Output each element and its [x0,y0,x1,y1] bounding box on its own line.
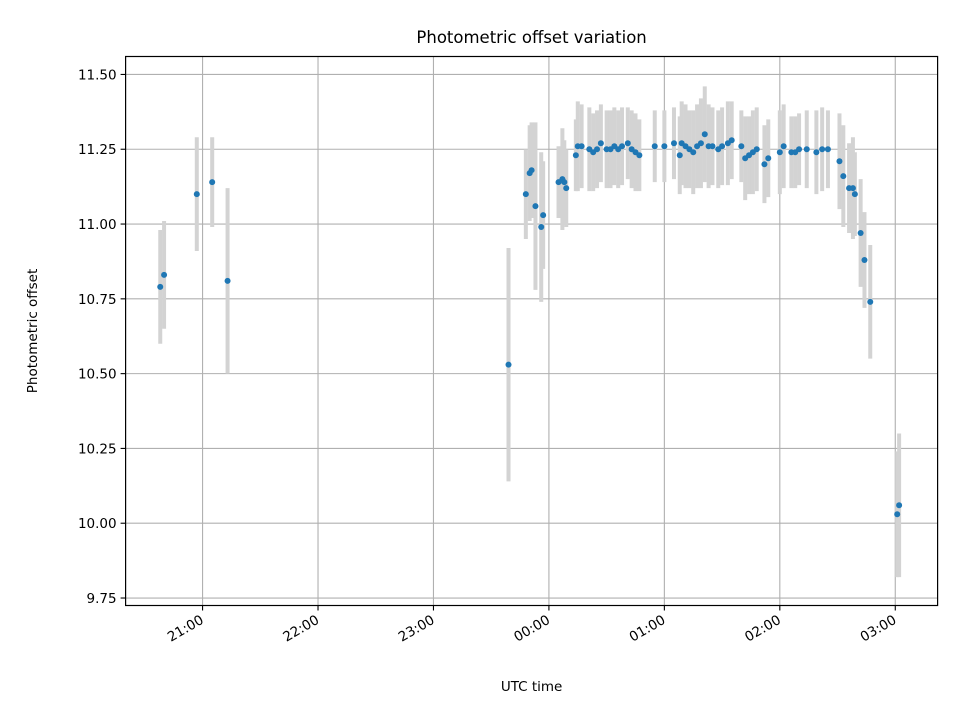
data-point [624,140,631,147]
data-point [561,179,568,186]
data-point [522,191,529,198]
y-tick-label: 10.50 [78,367,117,383]
data-point [776,149,783,156]
data-point [836,158,843,165]
y-axis-label: Photometric offset [25,269,41,393]
data-point [803,146,810,153]
data-point [532,203,539,210]
data-point [661,143,668,150]
data-point [861,256,868,263]
data-point [670,140,677,147]
data-point [840,173,847,180]
data-point [761,161,768,168]
data-point [161,271,168,278]
data-point [867,298,874,305]
y-tick-label: 11.00 [78,217,117,233]
y-tick-label: 10.75 [78,292,117,308]
data-point [780,143,787,150]
y-tick-label: 10.25 [78,441,117,457]
data-point [728,137,735,144]
data-point [813,149,820,156]
data-point [719,143,726,150]
data-point [676,152,683,159]
data-point [528,167,535,174]
data-point [697,140,704,147]
data-point [753,146,760,153]
data-point [796,146,803,153]
data-point [851,191,858,198]
data-point [224,277,231,284]
grid [125,56,938,606]
data-point [701,131,708,138]
data-point [857,230,864,237]
y-tick-label: 10.00 [78,516,117,532]
data-point [738,143,745,150]
data-point [563,185,570,192]
data-point [157,283,164,290]
data-point [894,511,901,518]
chart-title: Photometric offset variation [416,28,646,47]
data-point [193,191,200,198]
data-point [651,143,658,150]
data-point [505,361,512,368]
data-point [896,502,903,509]
data-point [597,140,604,147]
data-point [578,143,585,150]
data-point [709,143,716,150]
data-point [209,179,216,186]
y-tick-label: 11.50 [78,67,117,83]
data-point [819,146,826,153]
y-tick-label: 9.75 [87,591,117,607]
data-point [765,155,772,162]
data-point [824,146,831,153]
data-point [540,212,547,219]
y-axis: 9.75 10.00 10.25 10.50 10.75 11.00 11.25 11.50 [78,67,126,607]
y-tick-label: 11.25 [78,142,117,158]
data-point [690,149,697,156]
data-point [538,224,545,231]
data-point [594,146,601,153]
data-point [619,143,626,150]
data-points [157,131,903,518]
plot-frame [124,55,939,607]
data-point [849,185,856,192]
x-axis-label: UTC time [501,679,563,695]
data-point [636,152,643,159]
data-point [572,152,579,159]
